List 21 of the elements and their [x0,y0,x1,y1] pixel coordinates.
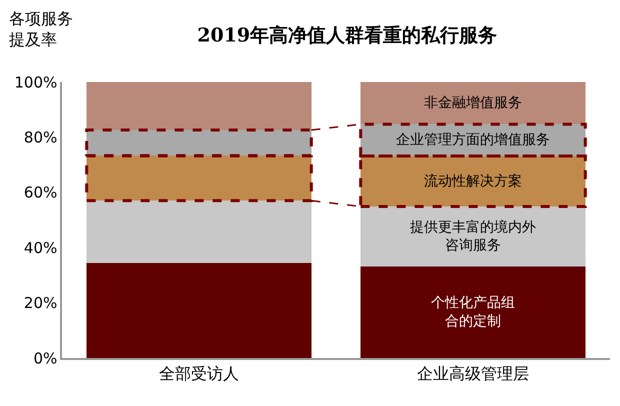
bar [360,82,586,124]
series-label: 个性化产品组合的定制 [431,295,515,330]
y-tick-label: 20% [24,294,58,312]
series-label: 企业管理方面的增值服务 [396,132,550,148]
bar [360,266,586,358]
chart-title: 2019年高净值人群看重的私行服务 [197,24,498,47]
series-label: 提供更丰富的境内外咨询服务 [410,219,536,254]
x-tick-label: 企业高级管理层 [417,364,529,383]
bar [86,200,312,263]
x-tick-label: 全部受访人 [159,364,239,383]
bar [86,82,312,130]
bar [86,262,312,358]
y-tick-label: 40% [24,238,58,257]
series-label: 流动性解决方案 [424,172,522,190]
y-tick-label: 100% [14,73,58,92]
series-label: 非金融增值服务 [424,95,522,112]
y-axis-title: 各项服务提及率 [9,9,73,49]
y-tick-label: 0% [33,349,58,368]
y-tick-label: 80% [24,128,58,146]
bar [360,206,586,266]
y-tick-label: 60% [24,184,58,202]
